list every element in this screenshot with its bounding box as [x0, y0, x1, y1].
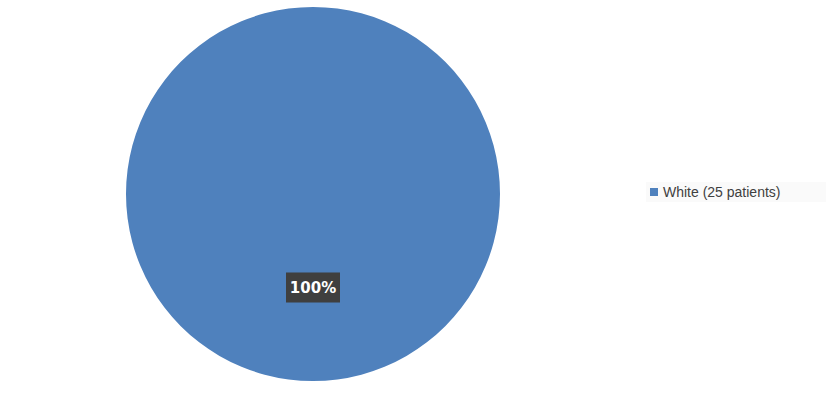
html-text:White (25 patients): White (25 patients)	[663, 184, 781, 200]
svg-text:100%: 100%	[290, 279, 336, 297]
